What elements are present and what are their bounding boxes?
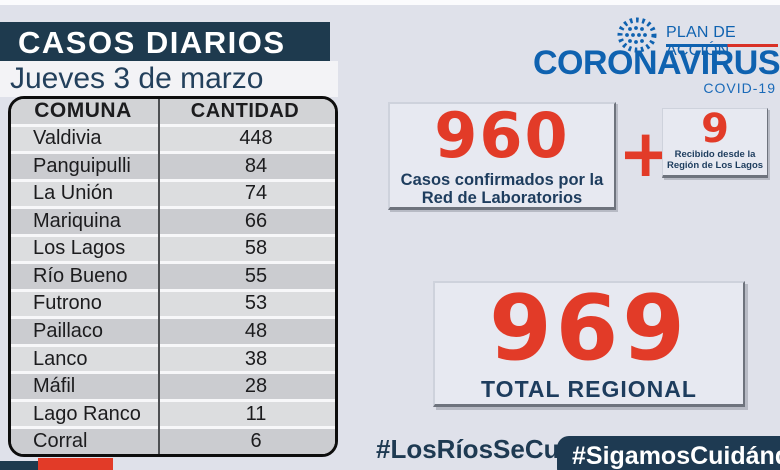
lab-confirmed-value: 960: [434, 99, 570, 172]
table-row: Corral 6: [11, 426, 335, 454]
comuna-cell: Máfil: [33, 375, 76, 398]
table-row: Mariquina 66: [11, 206, 335, 234]
comuna-cell: La Unión: [33, 182, 114, 205]
comuna-cell: Los Lagos: [33, 237, 126, 260]
cases-by-comuna-table: COMUNA CANTIDAD Valdivia 448 Panguipulli…: [8, 96, 338, 457]
table-row: Lago Ranco 11: [11, 398, 335, 427]
footer-ribbon-navy: [0, 461, 38, 470]
top-white-strip: [0, 0, 780, 5]
cantidad-cell: 58: [244, 237, 268, 260]
table-row: La Unión 74: [11, 178, 335, 207]
cantidad-cell: 11: [245, 402, 267, 425]
received-label-line1: Recibido desde la: [674, 149, 756, 160]
cantidad-cell: 448: [239, 127, 273, 150]
lab-confirmed-label-line2: Red de Laboratorios: [421, 189, 583, 207]
cantidad-cell: 6: [250, 430, 262, 453]
plus-icon: +: [618, 115, 674, 192]
table-row: Los Lagos 58: [11, 233, 335, 262]
covid19-label: COVID-19: [703, 80, 776, 96]
comuna-cell: Paillaco: [33, 320, 104, 343]
total-regional-value: 969: [489, 276, 689, 381]
hashtag-sigamos-box: #SigamosCuidándonos: [557, 436, 780, 470]
cantidad-cell: 66: [244, 209, 268, 232]
cantidad-cell: 28: [244, 375, 268, 398]
table-row: Lanco 38: [11, 343, 335, 372]
table-row: Paillaco 48: [11, 316, 335, 344]
cantidad-cell: 55: [244, 264, 268, 287]
cantidad-cell: 84: [244, 154, 268, 177]
table-row: Panguipulli 84: [11, 151, 335, 179]
cantidad-cell: 48: [244, 320, 268, 343]
virus-icon: [613, 14, 661, 61]
coronavirus-wordmark: CORONAVIRUS: [533, 44, 780, 82]
comuna-cell: Río Bueno: [33, 264, 128, 287]
column-header-comuna: COMUNA: [34, 99, 132, 123]
comuna-cell: Lanco: [33, 347, 88, 370]
received-cases-value: 9: [701, 106, 729, 152]
date-band: [0, 61, 338, 97]
table-row: Río Bueno 55: [11, 261, 335, 289]
cantidad-cell: 38: [244, 347, 268, 370]
lab-confirmed-label-line1: Casos confirmados por la: [400, 171, 604, 189]
comuna-cell: Panguipulli: [33, 154, 131, 177]
report-date: Jueves 3 de marzo: [10, 62, 264, 95]
flag-underline: [666, 44, 778, 47]
page-title: CASOS DIARIOS: [0, 22, 330, 62]
comuna-cell: Mariquina: [33, 209, 121, 232]
received-label-line2: Región de Los Lagos: [666, 160, 764, 171]
comuna-cell: Corral: [33, 430, 88, 453]
lab-confirmed-box: 960 Casos confirmados por la Red de Labo…: [388, 102, 616, 210]
table-header-row: COMUNA CANTIDAD: [11, 99, 335, 124]
total-regional-label: TOTAL REGIONAL: [481, 376, 697, 402]
table-row: Futrono 53: [11, 288, 335, 317]
comuna-cell: Valdivia: [33, 127, 102, 150]
column-header-cantidad: CANTIDAD: [190, 99, 300, 122]
comuna-cell: Lago Ranco: [33, 402, 141, 425]
footer-ribbon-red: [38, 458, 113, 470]
table-row: Máfil 28: [11, 371, 335, 399]
table-rows: COMUNA CANTIDAD Valdivia 448 Panguipulli…: [11, 99, 335, 454]
table-column-divider: [158, 99, 160, 454]
received-cases-box: 9 Recibido desde la Región de Los Lagos: [662, 108, 768, 178]
comuna-cell: Futrono: [33, 292, 102, 315]
hashtag-sigamos: #SigamosCuidándonos: [572, 442, 780, 470]
cantidad-cell: 74: [244, 182, 268, 205]
cantidad-cell: 53: [244, 292, 268, 315]
table-row: Valdivia 448: [11, 123, 335, 152]
total-regional-box: 969 TOTAL REGIONAL: [433, 281, 745, 407]
